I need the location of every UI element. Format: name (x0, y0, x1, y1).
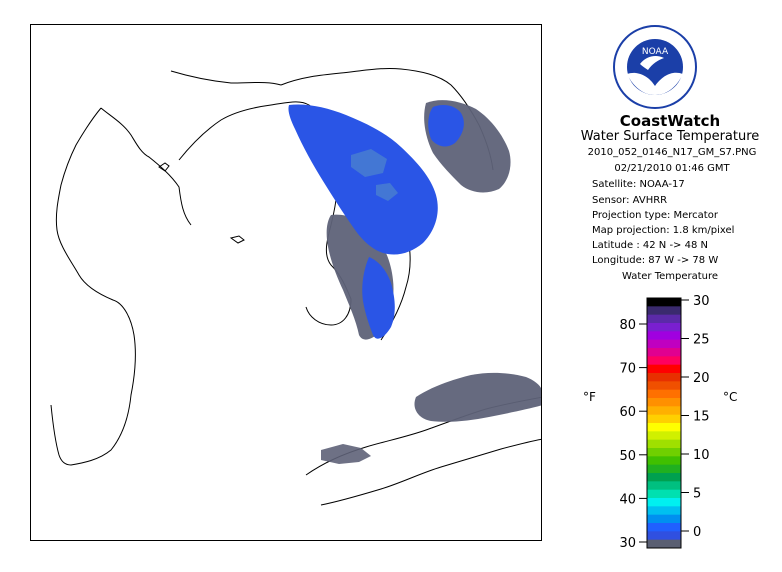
logo-text: NOAA (642, 47, 669, 57)
celsius-tick-label: 30 (693, 294, 710, 309)
cloud-mask-region (321, 444, 371, 464)
color-swatch (647, 389, 681, 399)
celsius-tick-label: 15 (693, 410, 710, 425)
fahrenheit-ticks: 80 70 60 50 40 30 (619, 318, 647, 551)
legend-unit-fahrenheit: °F (583, 390, 596, 404)
color-swatch (647, 356, 681, 366)
map-canvas (50, 68, 541, 506)
color-swatch (647, 431, 681, 441)
color-swatch (647, 423, 681, 432)
color-swatch (647, 414, 681, 424)
header-title: CoastWatch (619, 112, 721, 130)
small-island-outline (158, 162, 245, 244)
color-swatch (647, 498, 681, 507)
open-water-region (288, 104, 438, 255)
color-swatch (647, 523, 681, 532)
warm-water-patch (351, 149, 398, 201)
fahrenheit-tick-label: 60 (619, 405, 636, 420)
color-swatch (647, 406, 681, 416)
fahrenheit-tick-label: 70 (619, 362, 636, 377)
celsius-ticks: 30 25 20 15 10 5 0 (681, 294, 710, 540)
color-swatch (647, 306, 681, 316)
color-swatch (647, 489, 681, 499)
celsius-tick-label: 5 (693, 487, 701, 502)
color-swatch (647, 298, 681, 307)
color-swatch (647, 314, 681, 324)
fahrenheit-tick-label: 80 (619, 318, 636, 333)
header-datetime: 02/21/2010 01:46 GMT (614, 163, 730, 174)
header-projection-type: Projection type: Mercator (592, 210, 718, 221)
legend-unit-celsius: °C (723, 390, 738, 404)
color-swatch (647, 364, 681, 374)
legend-title: Water Temperature (621, 271, 719, 282)
fahrenheit-tick-label: 30 (619, 536, 636, 551)
open-water-region (428, 105, 464, 147)
color-swatch (647, 464, 681, 474)
cloud-mask-region (414, 372, 541, 422)
celsius-tick-label: 25 (693, 333, 710, 348)
color-swatches (646, 297, 682, 549)
color-swatch (647, 473, 681, 482)
color-swatch (647, 456, 681, 466)
color-swatch (647, 348, 681, 357)
noaa-logo-icon: NOAA (613, 25, 697, 109)
header-map-projection: Map projection: 1.8 km/pixel (592, 225, 735, 236)
celsius-tick-label: 20 (693, 371, 710, 386)
color-swatch (647, 323, 681, 332)
celsius-tick-label: 10 (693, 448, 710, 463)
color-swatch (647, 481, 681, 491)
header-longitude: Longitude: 87 W -> 78 W (592, 255, 719, 266)
celsius-tick-label: 0 (693, 525, 701, 540)
color-swatch (647, 506, 681, 516)
color-swatch (647, 539, 681, 549)
map-frame (30, 24, 542, 541)
color-scale-border (646, 297, 682, 549)
fahrenheit-tick-label: 40 (619, 492, 636, 507)
color-swatch (647, 514, 681, 524)
color-swatch (647, 381, 681, 391)
color-swatch (647, 439, 681, 449)
fahrenheit-tick-label: 50 (619, 449, 636, 464)
header-satellite: Satellite: NOAA-17 (592, 179, 685, 190)
color-swatch (647, 531, 681, 541)
color-swatch (647, 331, 681, 341)
header-sensor: Sensor: AVHRR (592, 195, 668, 206)
header-latitude: Latitude : 42 N -> 48 N (592, 240, 708, 251)
color-swatch (647, 373, 681, 382)
color-swatch (647, 448, 681, 457)
open-water-region (362, 257, 395, 339)
lake-michigan-coastline (50, 107, 192, 466)
header-subtitle: Water Surface Temperature (580, 129, 760, 144)
color-swatch (647, 398, 681, 407)
header-filename: 2010_052_0146_N17_GM_S7.PNG (587, 147, 757, 158)
color-swatch (647, 339, 681, 349)
